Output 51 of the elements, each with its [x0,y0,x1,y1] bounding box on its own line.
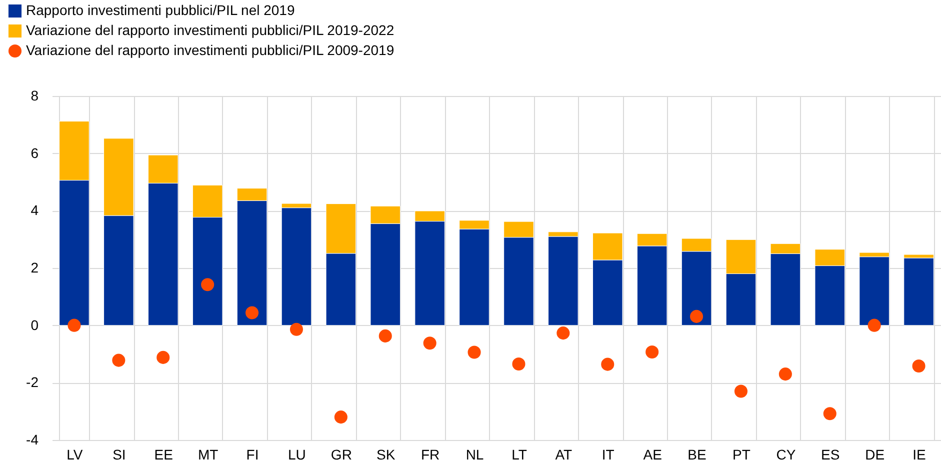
x-tick-label: CY [776,446,796,462]
x-tick-label: IT [602,446,615,462]
y-tick-label: 4 [30,202,39,218]
x-tick-label: FR [420,446,440,462]
x-tick-label: AT [555,446,573,462]
point [778,368,792,381]
x-tick-label: AE [643,446,662,462]
point [512,358,526,371]
point [823,407,836,420]
y-tick-label: 2 [30,260,39,276]
x-tick-label: LT [512,446,528,462]
point [290,322,303,336]
x-tick-label: MT [198,446,219,462]
point [246,306,259,320]
point [912,360,926,373]
x-tick-label: SI [112,446,126,462]
legend-label: Rapporto investimenti pubblici/PIL nel 2019 [26,2,295,18]
point [334,410,348,424]
point [601,358,614,371]
x-tick-label: LV [66,446,84,462]
point [378,329,392,342]
x-tick-label: DE [865,446,885,462]
point [201,278,214,292]
point [468,346,481,359]
y-tick-label: 6 [30,144,39,161]
point [556,326,570,340]
x-tick-label: EE [154,446,173,462]
bar [904,258,934,326]
y-tick-label: -4 [26,432,39,448]
x-tick-label: LU [288,446,306,462]
x-tick-label: FI [246,446,259,462]
point [112,354,126,367]
legend-label: Variazione del rapporto investimenti pubblici/PIL 2009-2019 [26,42,394,58]
x-tick-label: GR [330,446,352,462]
point [423,336,436,350]
point [868,318,881,332]
x-tick-label: ES [821,446,840,462]
legend-label: Variazione del rapporto investimenti pubblici/PIL 2019-2022 [26,22,394,38]
point [68,318,81,332]
x-tick-label: SK [376,446,396,462]
x-tick-label: IE [912,446,926,462]
point [734,384,748,398]
y-tick-label: -2 [26,374,39,390]
x-tick-label: NL [466,446,484,462]
y-tick-label: 8 [30,88,39,104]
point [156,350,170,364]
y-tick-label: 0 [30,316,39,333]
point [690,310,704,323]
point [646,345,659,358]
x-tick-label: BE [688,446,706,462]
x-tick-label: PT [732,446,751,462]
